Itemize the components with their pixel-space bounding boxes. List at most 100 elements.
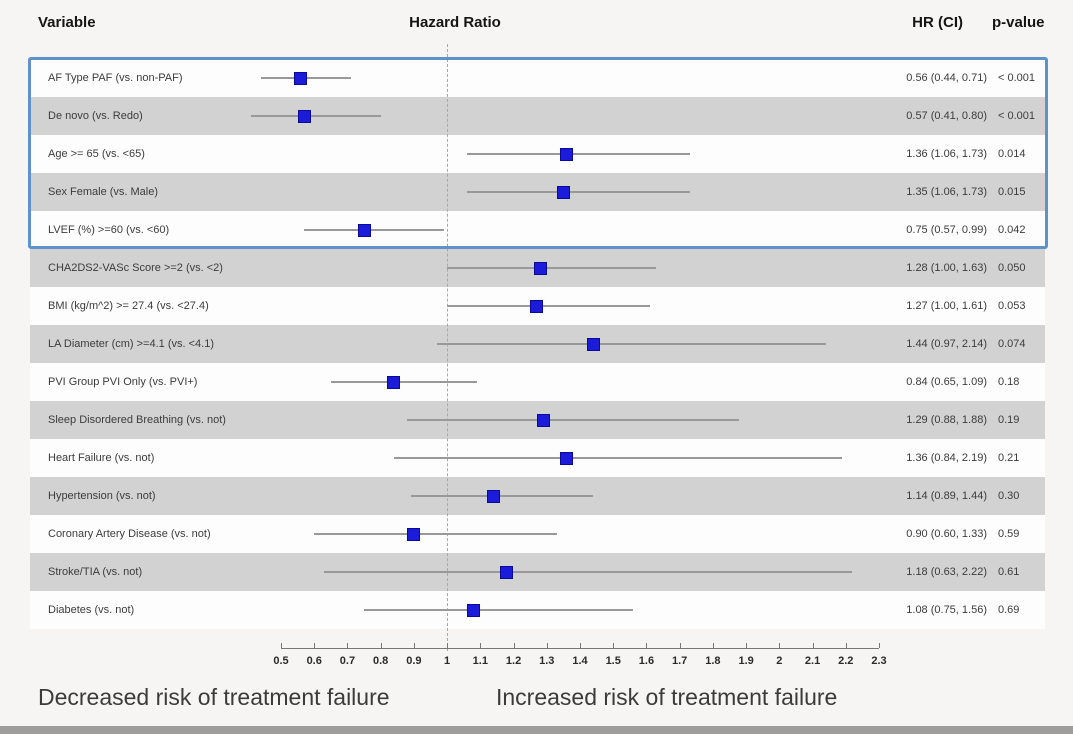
ci-line	[304, 229, 444, 231]
row-label: Age >= 65 (vs. <65)	[48, 148, 145, 160]
x-axis-tick-label: 0.5	[273, 655, 289, 667]
x-axis-tick-label: 2.2	[838, 655, 854, 667]
x-axis-tick-label: 2.3	[871, 655, 887, 667]
hr-ci-value: 1.28 (1.00, 1.63)	[906, 262, 987, 274]
x-axis-tick	[513, 643, 515, 648]
p-value: 0.21	[998, 452, 1020, 464]
hr-point-marker	[560, 451, 574, 465]
x-axis-tick-label: 1.1	[472, 655, 488, 667]
ci-line	[410, 495, 594, 497]
x-axis-tick	[347, 643, 349, 648]
hr-point-marker	[297, 109, 311, 123]
row-band	[30, 363, 1045, 401]
x-axis-tick	[845, 643, 847, 648]
hr-ci-value: 1.18 (0.63, 2.22)	[906, 566, 987, 578]
x-axis-tick-label: 1.8	[705, 655, 721, 667]
x-axis-tick-label: 1.9	[738, 655, 754, 667]
hr-ci-value: 1.36 (0.84, 2.19)	[906, 452, 987, 464]
row-band	[30, 59, 1045, 97]
x-axis-tick	[746, 643, 748, 648]
p-value: 0.074	[998, 338, 1026, 350]
x-axis-tick-label: 1.2	[505, 655, 522, 667]
ci-line	[467, 191, 690, 193]
hr-point-marker	[530, 299, 544, 313]
p-value: 0.014	[998, 148, 1026, 160]
x-axis-line	[281, 648, 879, 649]
hr-ci-value: 0.56 (0.44, 0.71)	[906, 72, 987, 84]
x-axis-tick	[546, 643, 548, 648]
ci-line	[324, 571, 853, 573]
row-label: CHA2DS2-VASc Score >=2 (vs. <2)	[48, 262, 223, 274]
x-axis-tick-label: 0.6	[306, 655, 322, 667]
hr-ci-value: 0.75 (0.57, 0.99)	[906, 224, 987, 236]
hr-point-marker	[586, 337, 600, 351]
column-header-variable: Variable	[38, 14, 96, 31]
x-axis-tick-label: 1.5	[605, 655, 621, 667]
row-label: Hypertension (vs. not)	[48, 490, 156, 502]
hr-point-marker	[533, 261, 547, 275]
hr-ci-value: 0.57 (0.41, 0.80)	[906, 110, 987, 122]
x-axis-tick	[314, 643, 316, 648]
x-axis-tick-label: 1.6	[638, 655, 655, 667]
x-axis-tick-label: 1.7	[672, 655, 688, 667]
hr-ci-value: 0.84 (0.65, 1.09)	[906, 376, 987, 388]
row-label: Coronary Artery Disease (vs. not)	[48, 528, 211, 540]
x-axis-tick	[613, 643, 615, 648]
hr-ci-value: 1.08 (0.75, 1.56)	[906, 604, 987, 616]
p-value: 0.69	[998, 604, 1020, 616]
row-label: Diabetes (vs. not)	[48, 604, 135, 616]
hr-point-marker	[387, 375, 401, 389]
ci-line	[393, 457, 843, 459]
p-value: < 0.001	[998, 72, 1036, 84]
row-band	[30, 211, 1045, 249]
p-value: < 0.001	[998, 110, 1036, 122]
hr-point-marker	[560, 147, 574, 161]
row-label: PVI Group PVI Only (vs. PVI+)	[48, 376, 198, 388]
hr-ci-value: 1.35 (1.06, 1.73)	[906, 186, 987, 198]
row-label: De novo (vs. Redo)	[48, 110, 143, 122]
x-axis-tick	[447, 643, 449, 648]
ci-line	[407, 419, 740, 421]
x-axis-tick	[380, 643, 382, 648]
hr-ci-value: 1.14 (0.89, 1.44)	[906, 490, 987, 502]
row-label: Sleep Disordered Breathing (vs. not)	[48, 414, 226, 426]
row-label: BMI (kg/m^2) >= 27.4 (vs. <27.4)	[48, 300, 209, 312]
x-axis-tick	[712, 643, 714, 648]
x-axis-tick-label: 0.9	[406, 655, 422, 667]
p-value: 0.59	[998, 528, 1020, 540]
x-axis-tick-label: 1.4	[572, 655, 588, 667]
row-band	[30, 97, 1045, 135]
x-axis-tick-label: 2	[776, 655, 783, 667]
hr-point-marker	[556, 185, 570, 199]
p-value: 0.053	[998, 300, 1026, 312]
x-axis-tick	[679, 643, 681, 648]
hr-ci-value: 1.29 (0.88, 1.88)	[906, 414, 987, 426]
hr-point-marker	[294, 71, 308, 85]
x-axis-tick	[580, 643, 581, 648]
row-label: LVEF (%) >=60 (vs. <60)	[48, 224, 170, 236]
increased-risk-label: Increased risk of treatment failure	[496, 684, 838, 710]
row-label: Stroke/TIA (vs. not)	[48, 566, 143, 578]
x-axis-tick	[646, 643, 648, 648]
x-axis-tick	[480, 643, 482, 648]
p-value: 0.18	[998, 376, 1020, 388]
hr-ci-value: 1.36 (1.06, 1.73)	[906, 148, 987, 160]
row-label: Heart Failure (vs. not)	[48, 452, 155, 464]
x-axis-tick	[812, 643, 814, 648]
hr-ci-value: 1.27 (1.00, 1.61)	[906, 300, 987, 312]
reference-line-hr-1	[447, 44, 449, 651]
x-axis-tick-label: 0.8	[373, 655, 389, 667]
column-header-hr-ci: HR (CI)	[912, 14, 963, 31]
ci-line	[437, 343, 826, 345]
row-label: LA Diameter (cm) >=4.1 (vs. <4.1)	[48, 338, 214, 350]
hr-ci-value: 1.44 (0.97, 2.14)	[906, 338, 987, 350]
p-value: 0.042	[998, 224, 1026, 236]
x-axis-tick-label: 2.1	[804, 655, 821, 667]
x-axis-tick-label: 0.7	[339, 655, 356, 667]
p-value: 0.61	[998, 566, 1020, 578]
hr-point-marker	[357, 223, 371, 237]
hr-point-marker	[536, 413, 550, 427]
x-axis-tick	[413, 643, 415, 648]
hr-ci-value: 0.90 (0.60, 1.33)	[906, 528, 987, 540]
